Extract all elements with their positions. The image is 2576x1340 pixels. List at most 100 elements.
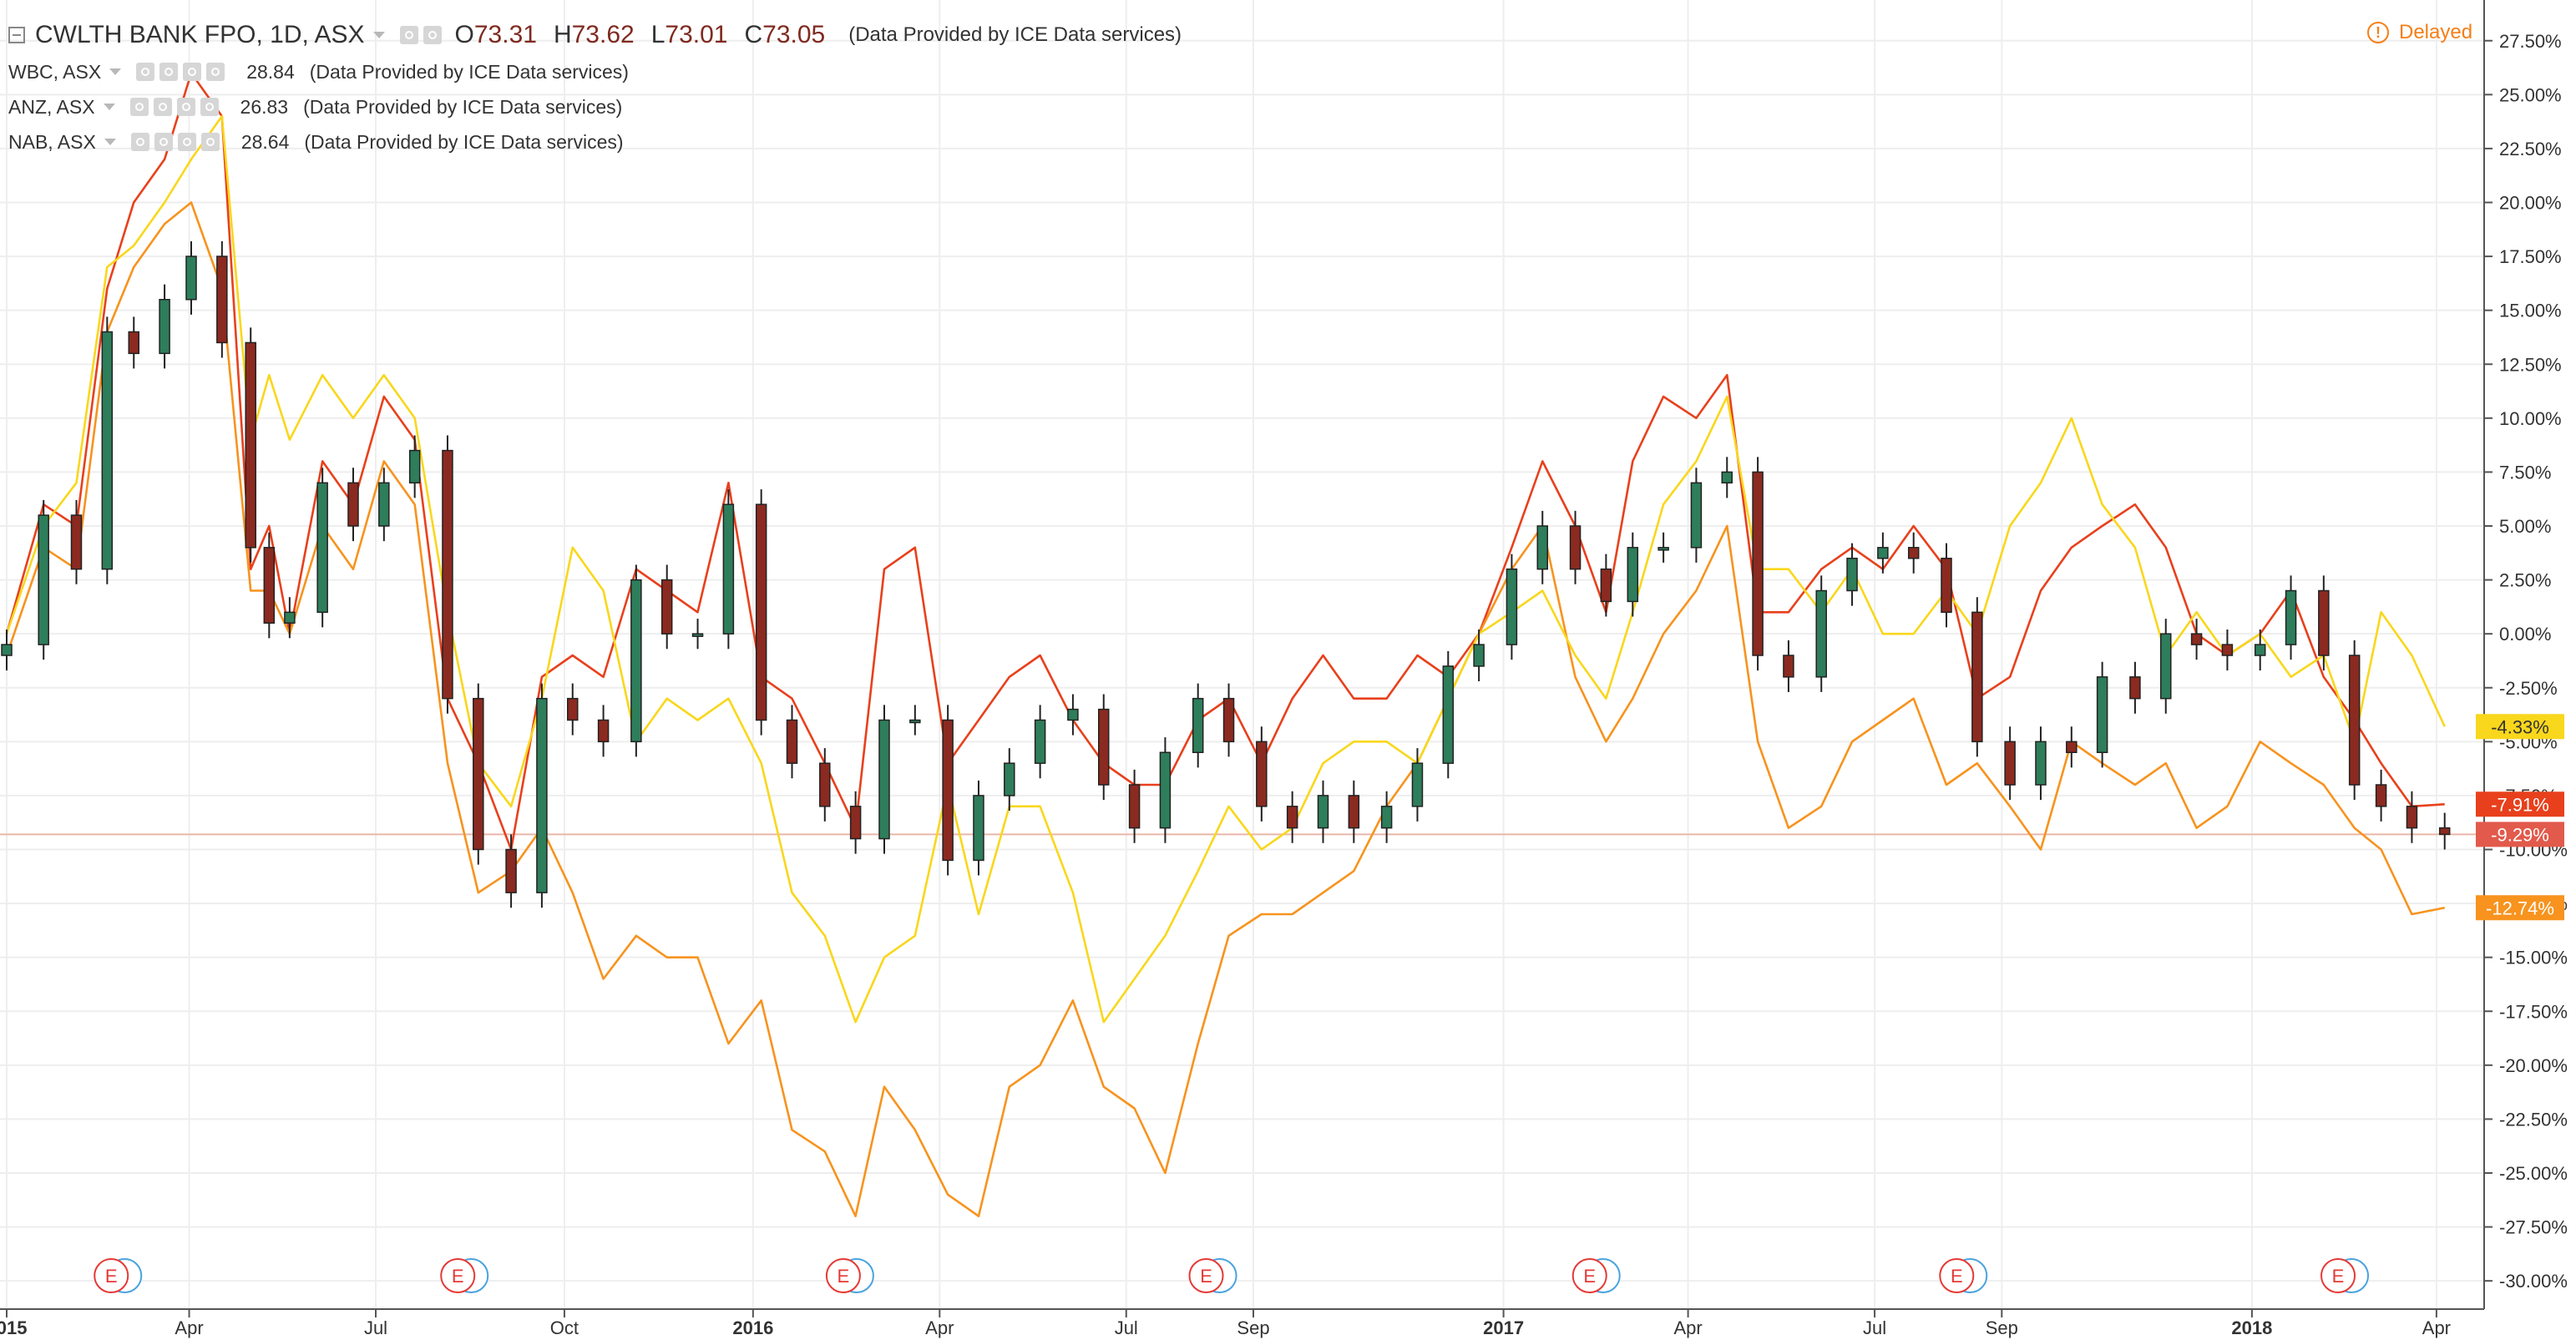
x-tick-label: Oct (550, 1317, 579, 1338)
y-tick-label: -20.00% (2499, 1055, 2568, 1076)
add-icon[interactable] (177, 133, 196, 151)
event-marker-label: E (452, 1266, 464, 1287)
chevron-down-icon[interactable] (104, 139, 116, 145)
y-tick-label: 20.00% (2499, 193, 2562, 214)
candle-body (973, 795, 984, 862)
legend-row-wbc[interactable]: WBC, ASX 28.84 (Data Provided by ICE Dat… (8, 55, 629, 88)
y-tick-label: -27.50% (2499, 1217, 2568, 1238)
x-tick-label: Apr (2422, 1317, 2451, 1338)
event-marker (94, 1258, 129, 1293)
last-value-badge (2476, 822, 2564, 847)
add-icon[interactable] (176, 98, 195, 116)
candle-body (1690, 482, 1703, 549)
last-value-badge (2476, 791, 2564, 817)
candle-body (1004, 762, 1015, 796)
candle-body (2160, 633, 2172, 700)
event-marker (1571, 1258, 1607, 1293)
candle-body (128, 331, 139, 355)
y-tick-label: 25.00% (2499, 84, 2562, 105)
candle-body (630, 579, 642, 743)
candle-body (1627, 547, 1639, 603)
last-value-badge (2476, 714, 2564, 740)
legend-symbol-source: (Data Provided by ICE Data services) (304, 130, 624, 153)
candle-body (1034, 719, 1046, 764)
candle-body (378, 482, 390, 527)
main-series-title: CWLTH BANK FPO, 1D, ASX (35, 21, 365, 48)
y-tick-label: -30.00% (2499, 1271, 2568, 1292)
chevron-down-icon[interactable] (372, 32, 385, 38)
candle-body (1600, 568, 1612, 603)
candle-body (245, 341, 256, 549)
candle-body (1222, 697, 1235, 743)
y-tick-label: 5.00% (2499, 516, 2551, 537)
close-icon[interactable] (206, 63, 225, 81)
eye-icon[interactable] (129, 98, 149, 116)
x-tick-label: Jul (1863, 1317, 1886, 1338)
y-tick-label: 0.00% (2499, 624, 2551, 645)
candle-body (878, 719, 890, 840)
x-tick-label: Apr (925, 1317, 954, 1338)
y-tick-label: 22.50% (2499, 139, 2562, 159)
candle-body (2406, 806, 2418, 829)
candle-body (473, 697, 484, 851)
x-tick-label: Sep (1986, 1317, 2018, 1338)
candle-body (1752, 471, 1764, 656)
candle-body (1657, 547, 1669, 551)
candle-body (284, 611, 296, 624)
candle-body (2066, 741, 2078, 753)
candle-body (1506, 568, 1518, 645)
candle-body (1569, 525, 1582, 570)
eye-icon[interactable] (399, 26, 418, 44)
gear-icon[interactable] (153, 98, 172, 116)
event-marker-label: E (838, 1266, 850, 1287)
close-icon[interactable] (200, 98, 219, 116)
gear-icon[interactable] (159, 63, 179, 81)
y-tick-label: 10.00% (2499, 408, 2562, 429)
candle-body (442, 449, 453, 700)
candle-body (1411, 762, 1424, 807)
y-tick-label: 2.50% (2499, 570, 2551, 591)
candle-body (1877, 547, 1889, 559)
candle-body (70, 514, 83, 570)
candle-body (2438, 827, 2451, 836)
event-marker (2320, 1258, 2356, 1293)
event-marker-label: E (1583, 1266, 1596, 1287)
legend-row-nab[interactable]: NAB, ASX 28.64 (Data Provided by ICE Dat… (8, 125, 624, 159)
collapse-legend-icon[interactable] (8, 27, 25, 43)
legend-row-anz[interactable]: ANZ, ASX 26.83 (Data Provided by ICE Dat… (8, 90, 622, 124)
legend-symbol-name: WBC, ASX (8, 60, 102, 83)
chevron-down-icon[interactable] (103, 104, 115, 110)
ohlc-high-key: H (553, 21, 572, 48)
chevron-down-icon[interactable] (109, 68, 122, 75)
candle-body (1256, 741, 1268, 807)
candle-body (216, 255, 228, 344)
candle-body (1473, 644, 1485, 667)
candle-body (566, 697, 579, 721)
gear-icon[interactable] (154, 133, 173, 151)
eye-icon[interactable] (136, 63, 155, 81)
candle-body (1348, 795, 1360, 829)
candle-body (1098, 708, 1110, 786)
candle-body (347, 482, 359, 527)
event-marker (825, 1258, 861, 1293)
x-tick-label: 2017 (1483, 1317, 1524, 1338)
legend-symbol-value: 26.83 (240, 95, 289, 118)
candle-body (849, 806, 862, 840)
last-value-badge (2476, 895, 2564, 921)
candle-body (2254, 644, 2266, 656)
ohlc-low-key: L (650, 21, 666, 48)
close-icon[interactable] (200, 133, 220, 151)
gear-icon[interactable] (423, 26, 442, 44)
legend-symbol-value: 28.64 (240, 130, 290, 153)
eye-icon[interactable] (130, 133, 149, 151)
candle-body (660, 579, 673, 635)
delayed-status[interactable]: ! Delayed (2367, 18, 2472, 47)
add-icon[interactable] (183, 63, 202, 81)
candle-body (2035, 741, 2047, 786)
event-marker-label: E (2332, 1266, 2345, 1287)
y-tick-label: -22.50% (2499, 1109, 2568, 1130)
candle-body (1815, 589, 1827, 678)
